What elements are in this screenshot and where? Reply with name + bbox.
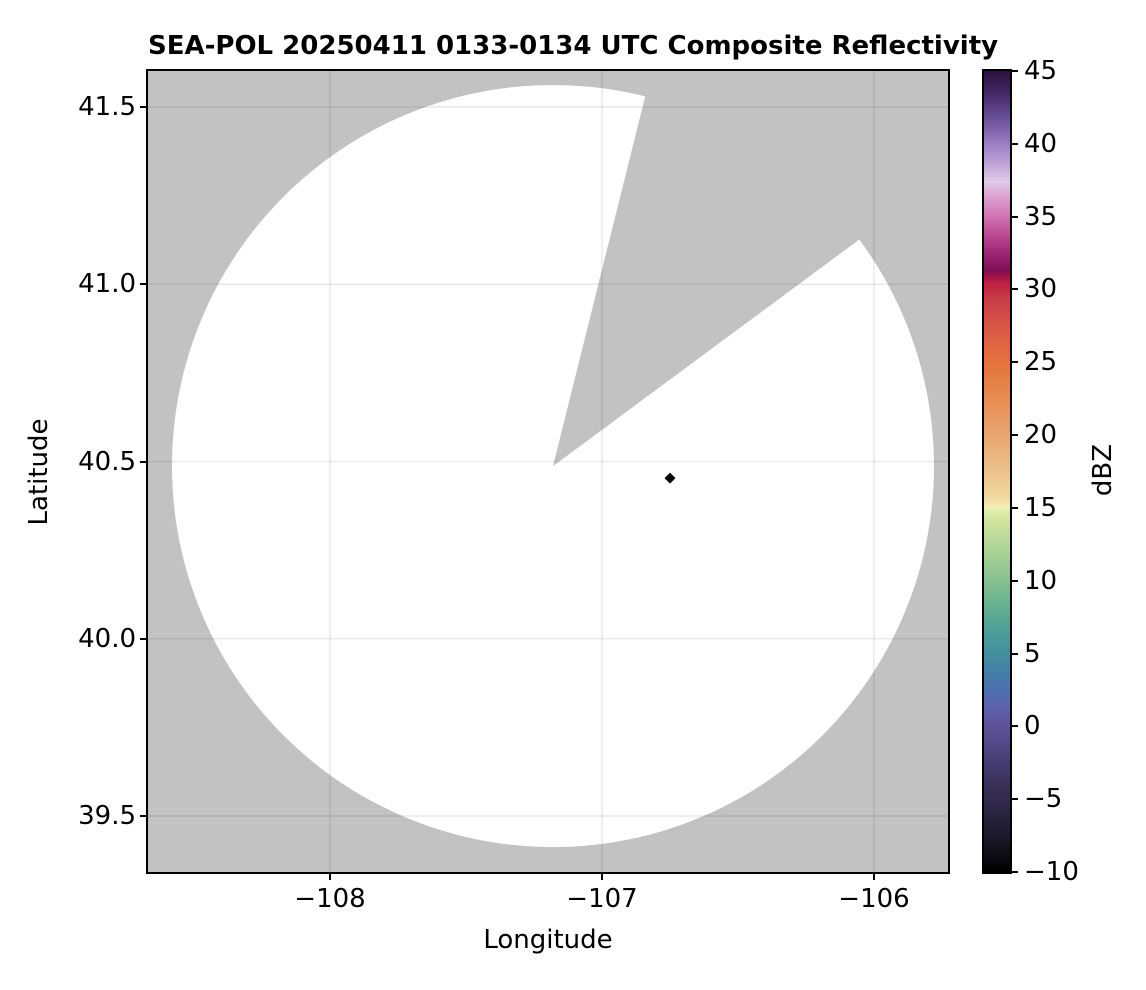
colorbar-tick-label: 30 [1024,274,1058,305]
radar-coverage-area [171,85,934,848]
colorbar-tick-label: 25 [1024,347,1058,378]
y-tick-mark [140,283,148,286]
y-tick-mark [140,460,148,463]
colorbar-tick-label: 35 [1024,201,1058,232]
y-tick-label: 41.5 [78,92,136,122]
x-tick-label: −107 [566,884,638,914]
x-tick-label: −106 [838,884,910,914]
colorbar-tick-mark [1010,361,1018,364]
colorbar-tick-mark [1010,871,1018,873]
colorbar-tick-mark [1010,434,1018,437]
y-tick-label: 41.0 [78,269,136,300]
plot-area [146,69,950,874]
x-tick-label: −108 [294,884,366,914]
colorbar-tick-mark [1010,725,1018,728]
colorbar-tick-label: 10 [1024,565,1058,596]
y-tick-label: 40.0 [78,623,136,654]
x-tick-mark [329,872,331,880]
x-axis-label: Longitude [483,925,613,955]
colorbar-tick-mark [1010,215,1018,218]
colorbar-label: dBZ [1088,443,1118,497]
colorbar-tick-label: 0 [1024,711,1041,742]
x-tick-mark [601,872,603,880]
colorbar-tick-label: −5 [1024,784,1063,815]
colorbar-tick-mark [1010,798,1018,801]
radar-ppi-canvas [148,71,948,872]
plot-title: SEA-POL 20250411 0133-0134 UTC Composite… [148,31,999,61]
colorbar-tick-mark [1010,142,1018,145]
y-tick-mark [140,815,148,817]
colorbar-tick-label: 20 [1024,420,1058,451]
colorbar-tick-label: 15 [1024,492,1058,523]
colorbar-tick-label: 45 [1024,56,1058,86]
colorbar-tick-label: 40 [1024,128,1058,159]
y-tick-label: 39.5 [78,801,136,831]
colorbar-tick-mark [1010,288,1018,291]
colorbar-tick-mark [1010,70,1018,72]
x-tick-mark [873,872,875,880]
echo-marker [664,472,676,484]
y-tick-mark [140,637,148,640]
colorbar-tick-label: 5 [1024,638,1041,669]
y-tick-label: 40.5 [78,446,136,477]
colorbar [982,69,1012,874]
colorbar-tick-mark [1010,579,1018,582]
colorbar-tick-mark [1010,506,1018,509]
colorbar-tick-label: −10 [1024,857,1079,887]
y-axis-label: Latitude [24,418,54,526]
colorbar-tick-mark [1010,652,1018,655]
y-tick-mark [140,106,148,108]
